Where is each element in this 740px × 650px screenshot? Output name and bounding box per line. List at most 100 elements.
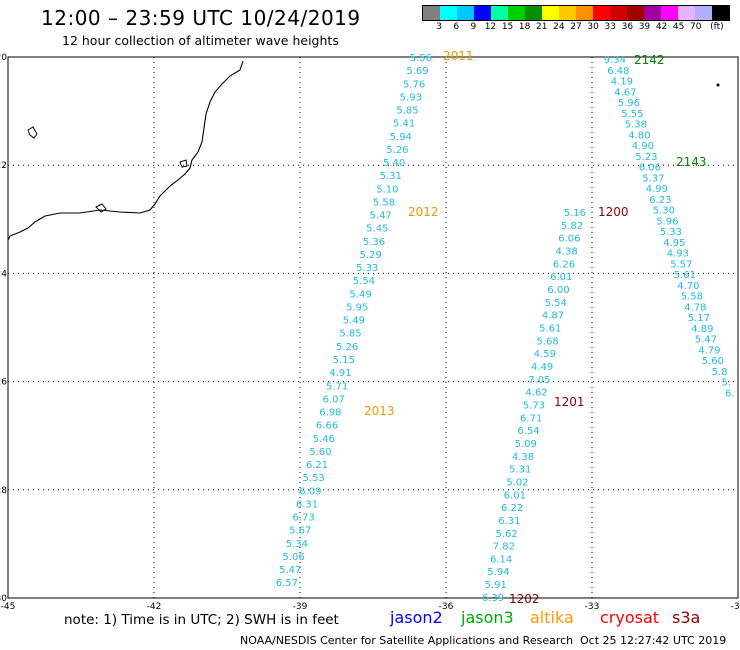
- pass-label: 1200: [598, 205, 629, 219]
- altika-wave-height: 5.47: [279, 565, 301, 576]
- altika-wave-height: 5.40: [383, 158, 405, 169]
- jason3-wave-height: 9.34: [604, 55, 626, 66]
- jason3-wave-height: 5.37: [642, 173, 664, 184]
- jason3-wave-height: 5.17: [688, 313, 710, 324]
- s3a-wave-height: 4.87: [542, 311, 564, 322]
- jason3-wave-height: 5.38: [625, 120, 647, 131]
- altika-wave-height: 5.71: [326, 381, 348, 392]
- color-scale-label: 21: [536, 22, 548, 32]
- longitude-tick-label: -45: [1, 602, 16, 612]
- color-scale-cell: [440, 6, 457, 20]
- altika-wave-height: 5.94: [390, 132, 412, 143]
- latitude-tick-label: -26: [0, 378, 7, 388]
- s3a-wave-height: 5.16: [564, 208, 586, 219]
- altika-wave-height: 6.66: [316, 421, 338, 432]
- s3a-wave-height: 6.01: [550, 272, 572, 283]
- color-scale-labels: 3 6 9 12 15 18 21 24 27 30 33 36 39 42 45 70 (ft): [422, 22, 730, 34]
- jason3-wave-height: 6.: [725, 388, 735, 399]
- longitude-tick-label: -33: [585, 602, 600, 612]
- altika-wave-height: 6.98: [319, 408, 341, 419]
- altika-wave-height: 5.76: [403, 79, 425, 90]
- altika-wave-height: 5.41: [393, 119, 415, 130]
- s3a-wave-height: 5.62: [495, 529, 517, 540]
- altika-wave-height: 5.06: [282, 552, 304, 563]
- jason3-wave-height: 4.93: [667, 249, 689, 260]
- generation-timestamp: Oct 25 12:27:42 UTC 2019: [580, 634, 727, 647]
- color-scale-cell: [712, 6, 729, 20]
- pass-label: 2013: [364, 404, 395, 418]
- altika-wave-height: 5.49: [343, 316, 365, 327]
- island: [27, 126, 38, 139]
- color-scale-cell: [457, 6, 474, 20]
- latitude-tick-label: -24: [0, 269, 7, 279]
- s3a-wave-height: 5.54: [545, 298, 567, 309]
- s3a-wave-height: 5.73: [523, 400, 545, 411]
- jason3-wave-height: 5.57: [670, 259, 692, 270]
- coastline: [7, 60, 244, 241]
- color-scale-label: (ft): [710, 22, 724, 32]
- s3a-wave-height: 6.39: [482, 593, 504, 604]
- color-scale-label: 15: [501, 22, 514, 32]
- jason3-wave-height: 5.30: [653, 206, 675, 217]
- s3a-wave-height: 4.38: [512, 452, 534, 463]
- jason3-wave-height: 5.96: [656, 216, 678, 227]
- altika-wave-height: 5.85: [396, 106, 418, 117]
- legend-altika: altika: [530, 608, 574, 627]
- color-scale-label: 36: [621, 22, 634, 32]
- jason3-wave-height: 4.79: [698, 345, 720, 356]
- jason3-wave-height: 4.67: [614, 87, 636, 98]
- page-title: 12:00 – 23:59 UTC 10/24/2019: [41, 6, 361, 30]
- pass-label: 1202: [509, 592, 540, 606]
- color-scale-cell: [678, 6, 695, 20]
- color-scale-label: 27: [570, 22, 582, 32]
- altika-wave-height: 5.45: [366, 224, 388, 235]
- s3a-wave-height: 5.61: [539, 323, 561, 334]
- altika-wave-height: 5.49: [349, 289, 371, 300]
- altika-wave-height: 5.95: [346, 302, 368, 313]
- color-scale-cell: [610, 6, 627, 20]
- altika-wave-height: 5.29: [359, 250, 381, 261]
- s3a-wave-height: 6.01: [504, 490, 526, 501]
- color-scale-cell: [508, 6, 525, 20]
- s3a-wave-height: 6.00: [547, 285, 569, 296]
- s3a-wave-height: 6.14: [490, 554, 512, 565]
- color-scale-cell: [593, 6, 610, 20]
- pass-label: 2142: [634, 53, 665, 67]
- longitude-tick-label: -30: [731, 602, 740, 612]
- s3a-wave-height: 4.62: [526, 388, 548, 399]
- legend-cryosat: cryosat: [600, 608, 660, 627]
- credit-line: NOAA/NESDIS Center for Satellite Applica…: [240, 634, 574, 647]
- s3a-wave-height: 4.59: [534, 349, 556, 360]
- altika-wave-height: 6.07: [323, 394, 345, 405]
- island: [179, 159, 188, 168]
- footnote: note: 1) Time is in UTC; 2) SWH is in fe…: [64, 612, 339, 628]
- latitude-tick-label: -22: [0, 161, 7, 171]
- altika-wave-height: 6.21: [306, 460, 328, 471]
- color-scale-label: 9: [470, 22, 477, 32]
- jason3-wave-height: 5.96: [618, 98, 640, 109]
- color-scale-label: 6: [453, 22, 460, 32]
- color-scale-label: 33: [604, 22, 616, 32]
- color-scale-cell: [695, 6, 712, 20]
- color-scale-label: 3: [436, 22, 442, 32]
- wave-height-color-scale: [422, 5, 730, 21]
- longitude-tick-label: -36: [439, 602, 454, 612]
- jason3-wave-height: 6.23: [649, 195, 671, 206]
- altika-wave-height: 5.93: [400, 92, 422, 103]
- color-scale-cell: [423, 6, 440, 20]
- color-scale-label: 30: [587, 22, 599, 32]
- color-scale-cell: [542, 6, 559, 20]
- jason3-wave-height: 5.8: [712, 367, 728, 378]
- pass-label: 1201: [554, 395, 585, 409]
- s3a-wave-height: 5.09: [515, 439, 537, 450]
- longitude-tick-label: -39: [293, 602, 308, 612]
- map-frame: [7, 56, 739, 599]
- altika-wave-height: 5.46: [313, 434, 335, 445]
- s3a-wave-height: 5.02: [506, 477, 528, 488]
- island-dot: [716, 83, 720, 87]
- altika-wave-height: 5.26: [386, 145, 408, 156]
- altika-wave-height: 5.15: [333, 355, 355, 366]
- s3a-wave-height: 4.49: [531, 362, 553, 373]
- island: [95, 203, 107, 213]
